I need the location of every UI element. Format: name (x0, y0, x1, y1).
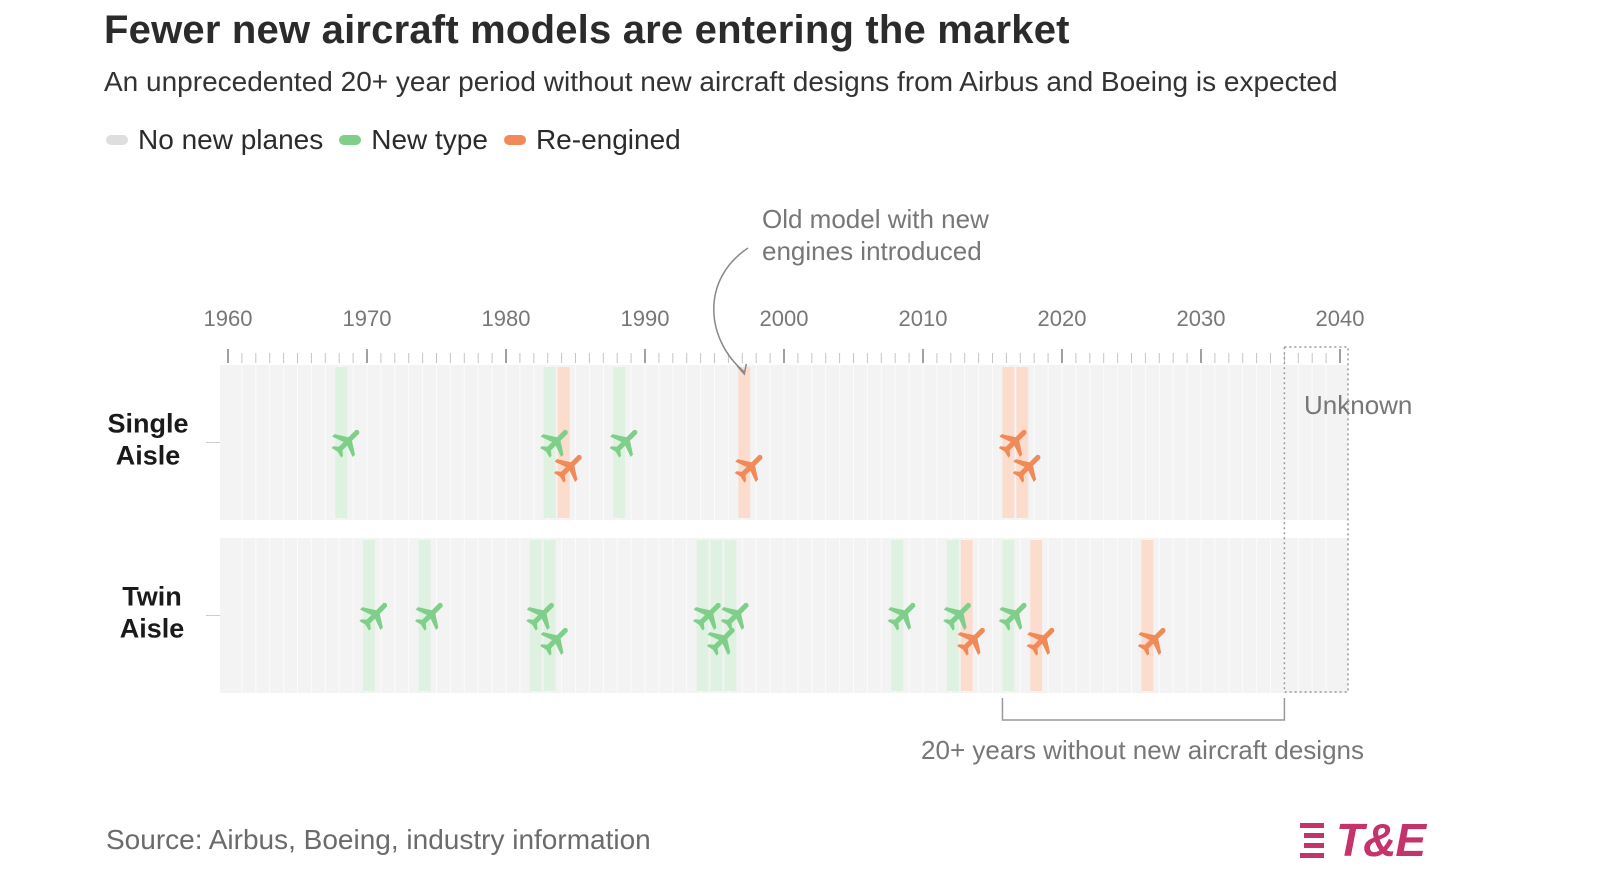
row-label: Aisle (120, 614, 185, 644)
legend-swatch-new-type (339, 135, 362, 145)
x-axis: 1960 1970 1980 1990 2000 2010 2020 2030 2040 (204, 306, 1365, 363)
annotation-arrowhead (736, 363, 748, 376)
event-band (710, 540, 723, 691)
axis-tick-label: 2000 (760, 306, 809, 331)
legend-label-re-engined: Re-engined (535, 124, 681, 155)
unknown-label: Unknown (1304, 390, 1412, 420)
event-band (1002, 367, 1015, 518)
event-band (946, 540, 959, 691)
event-band (1141, 540, 1154, 691)
axis-tick-label: 2020 (1038, 306, 1087, 331)
event-band (557, 367, 570, 518)
unknown-box (1283, 346, 1349, 693)
row-backgrounds (206, 365, 1348, 693)
event-band (1016, 367, 1029, 518)
gap-bracket (1001, 698, 1286, 721)
event-band (543, 540, 556, 691)
event-band (960, 540, 973, 691)
axis-tick-label: 1990 (621, 306, 670, 331)
event-band (363, 540, 375, 691)
te-logo: T&E (1298, 812, 1426, 868)
event-band (696, 540, 709, 691)
legend-item-re-engined: Re-engined (503, 124, 681, 156)
row-label: Aisle (116, 441, 181, 471)
event-band (738, 367, 751, 518)
legend-label-new-type: New type (371, 124, 488, 155)
legend-swatch-no-new-planes (106, 135, 128, 145)
axis-tick-label: 1970 (343, 306, 392, 331)
logo-text: T&E (1336, 814, 1426, 866)
axis-tick-label: 2040 (1316, 306, 1365, 331)
legend-item-no-new-planes: No new planes (106, 124, 323, 156)
legend-label-no-new-planes: No new planes (138, 124, 324, 155)
event-bands (335, 367, 1154, 691)
source-note: Source: Airbus, Boeing, industry informa… (106, 824, 651, 855)
event-band (1030, 540, 1043, 691)
axis-tick-label: 2030 (1177, 306, 1226, 331)
row-label: Single (107, 409, 188, 439)
timeline-chart: 1960 1970 1980 1990 2000 2010 2020 2030 2040 Unk… (107, 204, 1412, 765)
event-band (613, 367, 626, 518)
event-band (724, 540, 737, 691)
stripes-logo-icon (1300, 823, 1324, 858)
gap-label: 20+ years without new aircraft designs (921, 735, 1364, 765)
axis-tick-label: 1960 (204, 306, 253, 331)
annotation-reengine-note: Old model with new (762, 204, 989, 234)
legend: No new planes New type Re-engined (106, 124, 697, 156)
event-band (891, 540, 904, 691)
axis-tick-label: 2010 (899, 306, 948, 331)
annotation-reengine-note: engines introduced (762, 236, 982, 266)
chart-title: Fewer new aircraft models are entering t… (104, 8, 1070, 52)
axis-tick-label: 1980 (482, 306, 531, 331)
legend-swatch-re-engined (503, 135, 526, 145)
event-band (1002, 540, 1015, 691)
event-band (335, 367, 348, 518)
annotation-arrow (713, 247, 749, 373)
legend-item-new-type: New type (339, 124, 488, 156)
unknown-region: Unknown (1283, 346, 1412, 693)
event-band (543, 367, 556, 518)
row-label: Twin (122, 582, 181, 612)
event-band (529, 540, 542, 691)
event-band (418, 540, 431, 691)
chart-subtitle: An unprecedented 20+ year period without… (104, 66, 1338, 97)
